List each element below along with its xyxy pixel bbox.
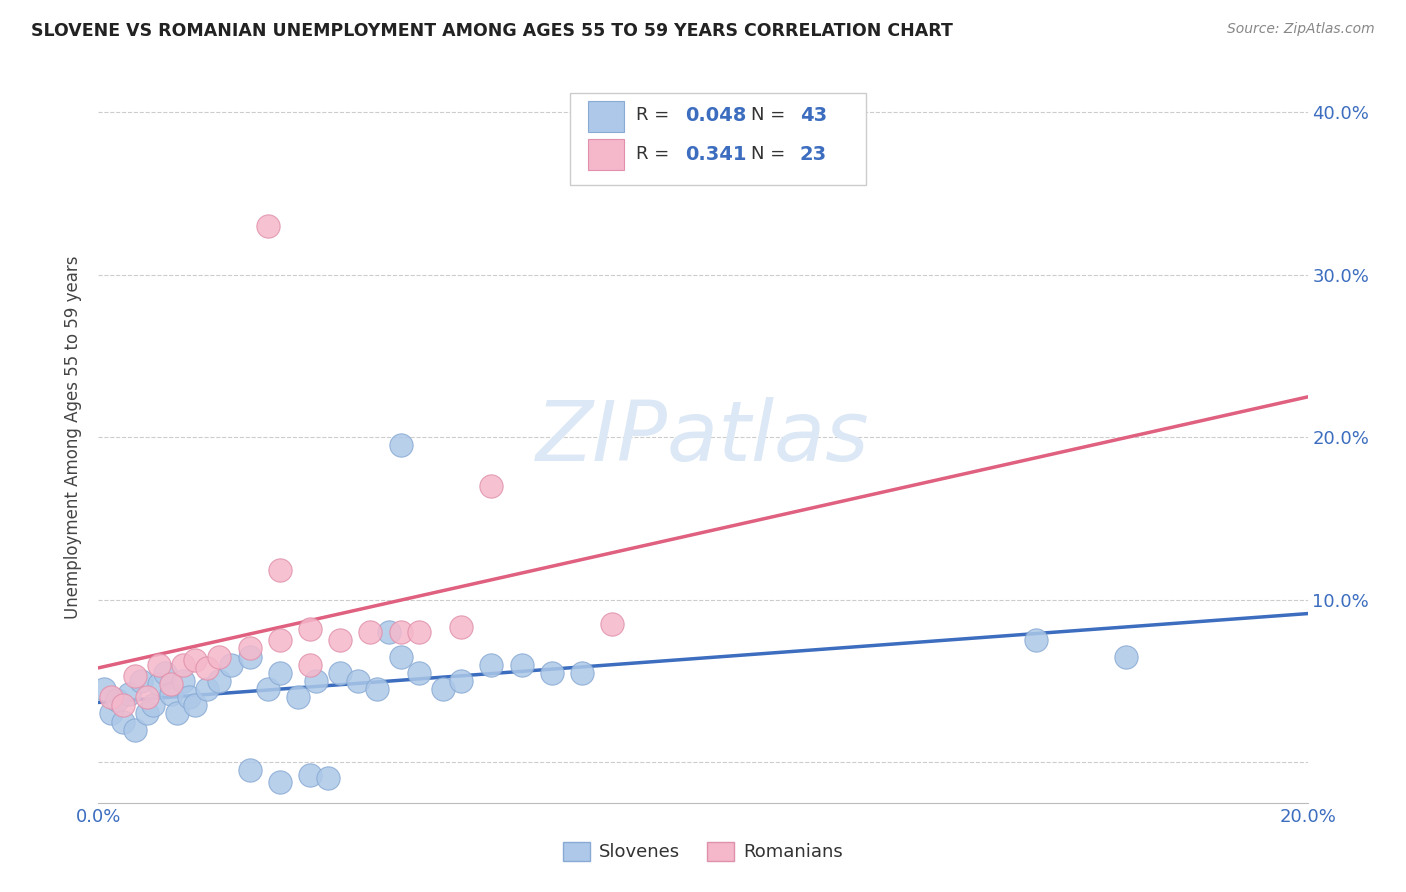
- Point: [239, 764, 262, 778]
- Point: [195, 661, 218, 675]
- Point: [135, 690, 157, 705]
- Point: [160, 677, 183, 691]
- Point: [305, 673, 328, 688]
- Point: [269, 633, 291, 648]
- Bar: [588, 139, 624, 170]
- Point: [389, 625, 412, 640]
- Point: [329, 665, 352, 680]
- Point: [450, 620, 472, 634]
- Point: [179, 690, 201, 705]
- Text: R =: R =: [637, 145, 682, 163]
- Y-axis label: Unemployment Among Ages 55 to 59 years: Unemployment Among Ages 55 to 59 years: [65, 255, 83, 619]
- Point: [299, 622, 322, 636]
- Point: [1024, 633, 1046, 648]
- Point: [184, 698, 207, 713]
- Legend: Slovenes, Romanians: Slovenes, Romanians: [558, 837, 848, 867]
- Text: 0.048: 0.048: [685, 106, 747, 125]
- Point: [172, 673, 194, 688]
- Point: [389, 649, 412, 664]
- Text: R =: R =: [637, 106, 675, 124]
- Point: [221, 657, 243, 672]
- Text: 43: 43: [800, 106, 827, 125]
- Point: [450, 673, 472, 688]
- Point: [481, 657, 503, 672]
- Point: [208, 673, 231, 688]
- Point: [510, 657, 533, 672]
- Point: [105, 693, 128, 707]
- Point: [269, 563, 291, 577]
- Point: [129, 673, 152, 688]
- Point: [208, 649, 231, 664]
- Point: [111, 714, 134, 729]
- Point: [408, 665, 430, 680]
- Point: [124, 723, 146, 737]
- Point: [347, 673, 370, 688]
- Point: [100, 706, 122, 721]
- Point: [329, 633, 352, 648]
- Point: [148, 677, 170, 691]
- Point: [269, 665, 291, 680]
- Point: [135, 706, 157, 721]
- Point: [287, 690, 309, 705]
- Point: [269, 774, 291, 789]
- Point: [1115, 649, 1137, 664]
- Point: [239, 649, 262, 664]
- Point: [432, 681, 454, 696]
- Point: [184, 653, 207, 667]
- Bar: [588, 102, 624, 132]
- Point: [166, 706, 188, 721]
- Text: ZIPatlas: ZIPatlas: [536, 397, 870, 477]
- FancyBboxPatch shape: [569, 94, 866, 185]
- Text: N =: N =: [751, 145, 792, 163]
- Point: [256, 681, 278, 696]
- Point: [377, 625, 399, 640]
- Point: [602, 617, 624, 632]
- Point: [124, 669, 146, 683]
- Point: [389, 438, 412, 452]
- Text: 0.341: 0.341: [685, 145, 747, 163]
- Point: [142, 698, 165, 713]
- Point: [195, 681, 218, 696]
- Point: [360, 625, 382, 640]
- Point: [153, 665, 176, 680]
- Point: [118, 687, 141, 701]
- Point: [239, 641, 262, 656]
- Point: [148, 657, 170, 672]
- Point: [571, 665, 593, 680]
- Point: [256, 219, 278, 233]
- Point: [316, 772, 339, 786]
- Point: [111, 698, 134, 713]
- Point: [366, 681, 388, 696]
- Point: [93, 681, 115, 696]
- Point: [540, 665, 562, 680]
- Point: [408, 625, 430, 640]
- Point: [481, 479, 503, 493]
- Text: SLOVENE VS ROMANIAN UNEMPLOYMENT AMONG AGES 55 TO 59 YEARS CORRELATION CHART: SLOVENE VS ROMANIAN UNEMPLOYMENT AMONG A…: [31, 22, 953, 40]
- Text: 23: 23: [800, 145, 827, 163]
- Point: [299, 657, 322, 672]
- Text: N =: N =: [751, 106, 792, 124]
- Point: [299, 768, 322, 782]
- Point: [100, 690, 122, 705]
- Point: [160, 687, 183, 701]
- Text: Source: ZipAtlas.com: Source: ZipAtlas.com: [1227, 22, 1375, 37]
- Point: [172, 657, 194, 672]
